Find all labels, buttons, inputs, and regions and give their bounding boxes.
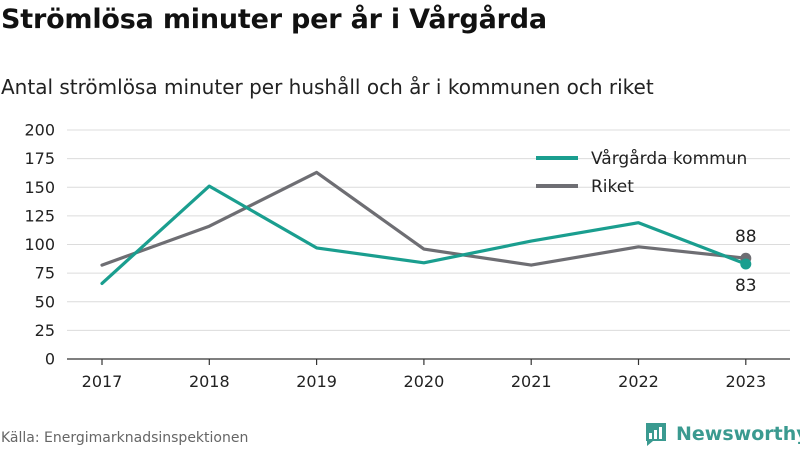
x-tick-label: 2021 <box>511 372 552 391</box>
legend-label: Riket <box>591 177 634 197</box>
series-line-riket <box>100 170 748 267</box>
y-tick-label: 200 <box>24 121 55 140</box>
source-note: Källa: Energimarknadsinspektionen <box>1 430 249 446</box>
y-tick-label: 75 <box>35 264 55 283</box>
chart-title: Strömlösa minuter per år i Vårgårda <box>1 4 547 35</box>
end-point-vårgårda-kommun <box>740 258 752 270</box>
y-axis-labels: 0 25 50 75 100 125 150 175 200 <box>24 121 55 369</box>
y-tick-label: 25 <box>35 321 55 340</box>
end-label: 88 <box>735 227 757 247</box>
end-label: 83 <box>735 276 757 296</box>
x-tick-label: 2020 <box>404 372 445 391</box>
x-axis-ticks <box>101 359 747 365</box>
series-lines <box>100 170 752 285</box>
x-axis-labels: 2017 2018 2019 2020 2021 2022 2023 <box>82 372 767 391</box>
x-tick-label: 2017 <box>82 372 123 391</box>
y-tick-label: 175 <box>24 149 55 168</box>
end-labels: 88 83 <box>735 227 757 296</box>
brand-logo: Newsworthy <box>644 420 800 448</box>
x-tick-label: 2022 <box>618 372 659 391</box>
series-line-vårgårda-kommun <box>100 184 748 285</box>
newsworthy-logo-icon <box>646 423 666 446</box>
x-tick-label: 2023 <box>725 372 766 391</box>
x-tick-label: 2019 <box>296 372 337 391</box>
gridlines <box>67 129 790 360</box>
legend-label: Vårgårda kommun <box>591 148 747 169</box>
y-tick-label: 100 <box>24 235 55 254</box>
y-tick-label: 150 <box>24 178 55 197</box>
y-tick-label: 50 <box>35 292 55 311</box>
chart-subtitle: Antal strömlösa minuter per hushåll och … <box>1 75 654 99</box>
y-tick-label: 125 <box>24 206 55 225</box>
brand-name: Newsworthy <box>676 423 800 445</box>
y-tick-label: 0 <box>45 350 55 369</box>
legend: Vårgårda kommun Riket <box>536 148 747 197</box>
x-tick-label: 2018 <box>189 372 230 391</box>
